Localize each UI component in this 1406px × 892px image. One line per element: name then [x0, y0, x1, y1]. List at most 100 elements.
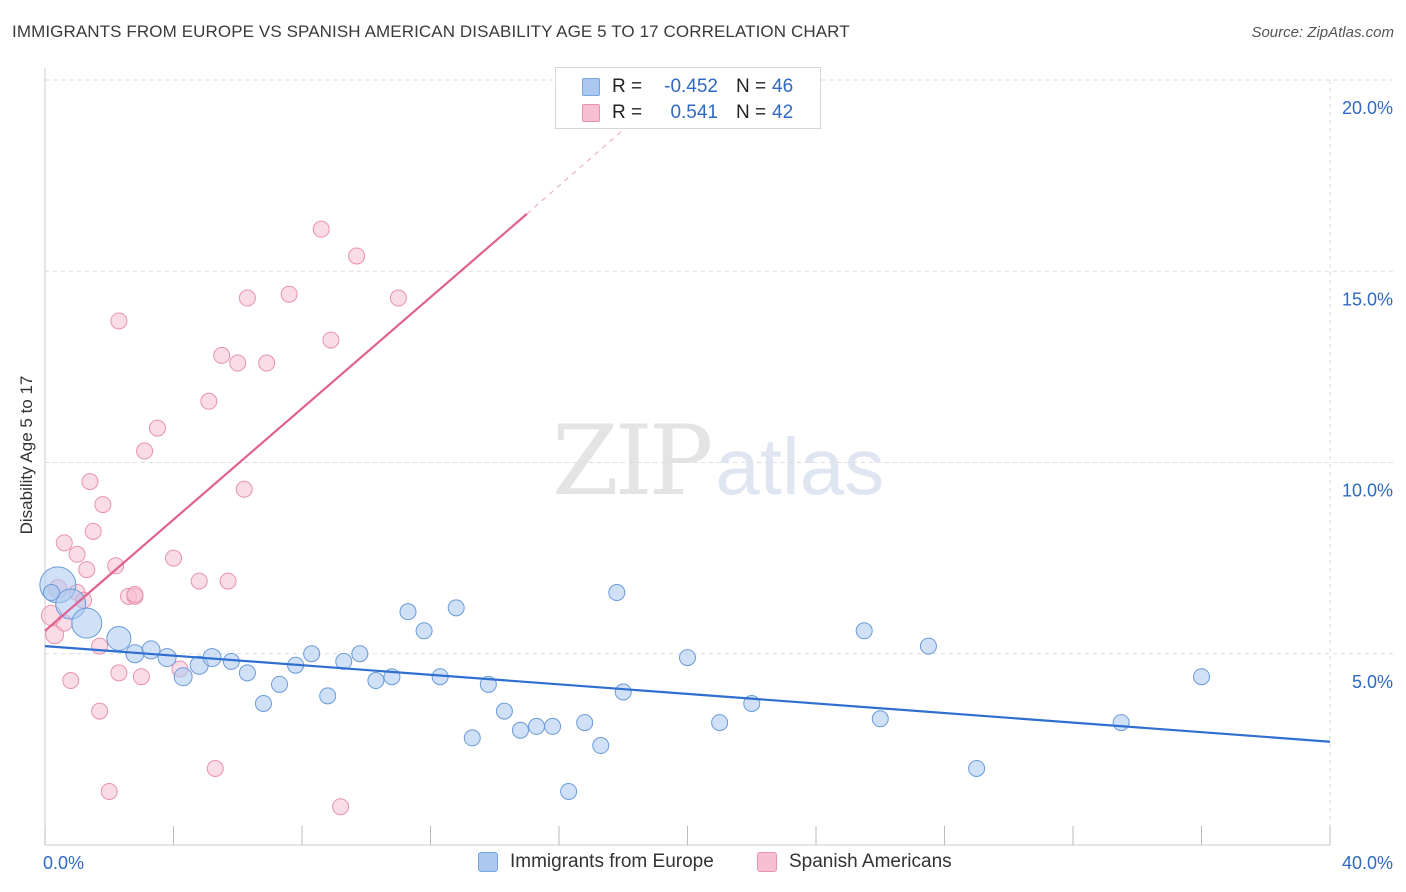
x-tick-label-min: 0.0%: [43, 853, 84, 873]
spanish-point: [200, 392, 218, 410]
source-label[interactable]: Source: ZipAtlas.com: [1251, 24, 1394, 41]
europe-legend-swatch: [478, 852, 498, 872]
spanish-point: [348, 247, 366, 265]
europe-point: [399, 603, 417, 621]
y-tick-label: 15.0%: [1342, 289, 1393, 309]
spanish-point: [55, 534, 73, 552]
spanish-point: [238, 289, 256, 307]
legend-item-europe[interactable]: Immigrants from Europe: [478, 851, 714, 873]
spanish-point: [219, 572, 237, 590]
y-tick-label: 5.0%: [1352, 672, 1393, 692]
europe-point: [511, 721, 529, 739]
europe-point: [919, 637, 937, 655]
y-axis-label: Disability Age 5 to 17: [17, 375, 36, 535]
europe-point: [463, 729, 481, 747]
europe-point: [303, 645, 321, 663]
spanish-point: [110, 312, 128, 330]
europe-point: [711, 714, 729, 732]
spanish-point: [190, 572, 208, 590]
spanish-point: [110, 664, 128, 682]
spanish-point: [84, 522, 102, 540]
watermark-atlas: atlas: [715, 422, 885, 511]
n-label: N =: [736, 76, 767, 97]
europe-point: [871, 710, 889, 728]
spanish-point: [165, 549, 182, 567]
europe-point: [1112, 714, 1130, 732]
europe-point: [271, 675, 289, 693]
r-label: R =: [612, 76, 643, 97]
spanish-point: [213, 346, 231, 364]
europe-point: [544, 717, 562, 735]
europe-point: [614, 683, 632, 701]
spanish-point: [389, 289, 407, 307]
spanish-point: [258, 354, 276, 372]
spanish-point: [91, 637, 109, 655]
europe-point: [528, 717, 546, 735]
n-value: 46: [772, 76, 794, 97]
n-value: 42: [772, 102, 794, 123]
spanish-point: [132, 668, 150, 686]
europe-point: [415, 622, 433, 640]
europe-point: [968, 760, 986, 777]
spanish-point: [136, 442, 154, 460]
europe-point: [319, 687, 337, 705]
spanish-point: [81, 473, 99, 491]
spanish-swatch: [582, 104, 600, 122]
europe-point: [1193, 668, 1210, 686]
chart-title: IMMIGRANTS FROM EUROPE VS SPANISH AMERIC…: [12, 22, 850, 41]
r-value: 0.541: [670, 102, 718, 123]
spanish-point: [78, 561, 96, 579]
spanish-point: [94, 496, 112, 514]
series-legend: Immigrants from Europe Spanish Americans: [0, 851, 1406, 879]
y-tick-label: 10.0%: [1342, 481, 1393, 501]
europe-point: [106, 625, 132, 651]
spanish-point: [229, 354, 247, 372]
europe-point: [447, 599, 465, 617]
spanish-point: [322, 331, 340, 349]
europe-point: [254, 694, 272, 712]
europe-point: [42, 584, 60, 602]
spanish-point: [100, 782, 118, 800]
europe-point: [351, 645, 369, 663]
legend-label-spanish: Spanish Americans: [789, 851, 952, 872]
spanish-point: [107, 557, 125, 575]
watermark-zip: ZIP: [552, 405, 713, 517]
spanish-point: [312, 220, 330, 238]
europe-point: [560, 782, 578, 800]
spanish-point: [62, 672, 80, 690]
europe-point: [679, 649, 696, 667]
europe-point: [367, 672, 385, 690]
europe-point: [576, 714, 594, 732]
spanish-point: [91, 702, 109, 720]
europe-point: [141, 640, 161, 660]
spanish-point: [206, 760, 224, 777]
r-value: -0.452: [664, 76, 718, 97]
spanish-point: [235, 480, 253, 498]
europe-point: [608, 584, 626, 602]
watermark: ZIPatlas: [552, 405, 884, 517]
spanish-point: [280, 285, 298, 303]
spanish-point: [148, 419, 166, 437]
r-label: R =: [612, 102, 643, 123]
europe-point: [855, 622, 873, 640]
x-tick-label-max: 40.0%: [1342, 853, 1393, 873]
spanish-point: [68, 545, 86, 563]
spanish-point: [126, 585, 144, 603]
spanish-point: [332, 798, 350, 816]
stats-legend: R = -0.452 N = 46 R = 0.541 N = 42: [555, 67, 821, 129]
europe-point: [157, 648, 177, 668]
legend-label-europe: Immigrants from Europe: [510, 851, 714, 872]
spanish-trendline-extension: [526, 129, 624, 215]
spanish-legend-swatch: [757, 852, 777, 872]
europe-point: [173, 667, 193, 687]
europe-point: [592, 737, 610, 755]
spanish-point: [45, 625, 65, 645]
europe-point: [495, 702, 513, 720]
europe-point: [238, 664, 256, 682]
spanish-trendline: [44, 213, 528, 632]
europe-swatch: [582, 78, 600, 96]
n-label: N =: [736, 102, 767, 123]
europe-point: [71, 607, 103, 639]
legend-item-spanish[interactable]: Spanish Americans: [757, 851, 952, 873]
